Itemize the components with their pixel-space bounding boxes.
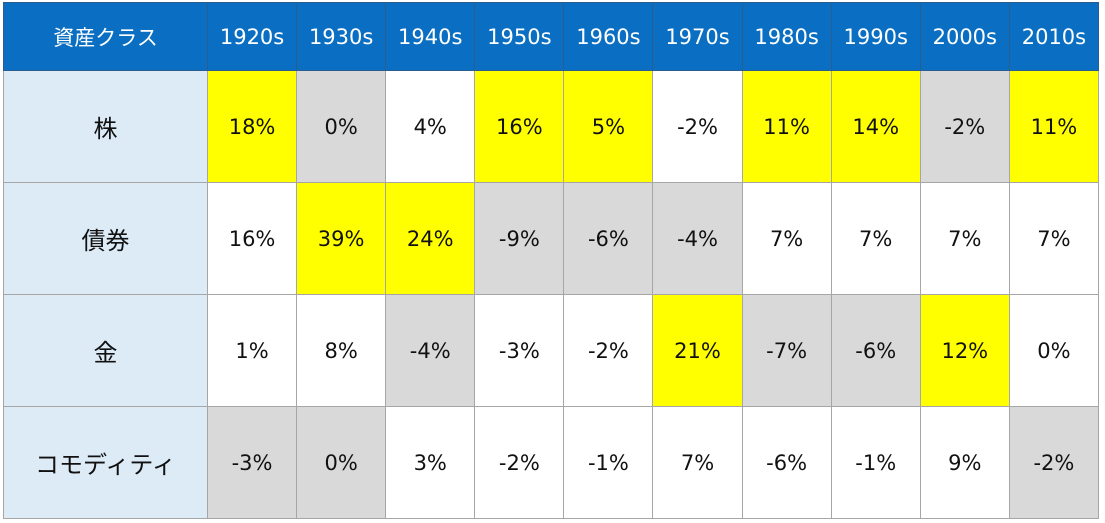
return-cell: 11%: [1008, 70, 1100, 183]
return-cell: 14%: [830, 70, 921, 183]
return-cell: 7%: [1008, 182, 1100, 295]
asset-class: 金: [3, 294, 208, 407]
return-cell: 0%: [1008, 294, 1100, 407]
return-cell: 4%: [385, 70, 476, 183]
return-cell: 9%: [919, 406, 1010, 519]
data-row: 債券 16% 39% 24% -9% -6% -4% 7% 7% 7% 7%: [3, 182, 1100, 295]
return-cell: -2%: [652, 70, 743, 183]
asset-class: コモディティ: [3, 406, 208, 519]
return-cell: 7%: [741, 182, 832, 295]
return-cell: 12%: [919, 294, 1010, 407]
return-cell: 7%: [919, 182, 1010, 295]
return-cell: -7%: [741, 294, 832, 407]
header-row: 資産クラス 1920s 1930s 1940s 1950s 1960s 1970s 1980s…: [3, 2, 1100, 71]
decade-header: 1960s: [563, 2, 654, 71]
table-body: 株 18% 0% 4% 16% 5% -2% 11% 14% -2% 11% 債券 16% 39% 24% -…: [3, 70, 1100, 519]
return-cell: 3%: [385, 406, 476, 519]
return-cell: -2%: [919, 70, 1010, 183]
return-cell: 5%: [563, 70, 654, 183]
asset-class: 債券: [3, 182, 208, 295]
decade-header: 2000s: [919, 2, 1010, 71]
return-cell: 39%: [296, 182, 387, 295]
return-cell: 16%: [474, 70, 565, 183]
return-cell: 8%: [296, 294, 387, 407]
return-cell: 7%: [830, 182, 921, 295]
return-cell: -6%: [830, 294, 921, 407]
asset-class: 株: [3, 70, 208, 183]
return-cell: 21%: [652, 294, 743, 407]
decade-header: 1930s: [296, 2, 387, 71]
data-row: 株 18% 0% 4% 16% 5% -2% 11% 14% -2% 11%: [3, 70, 1100, 183]
data-row: 金 1% 8% -4% -3% -2% 21% -7% -6% 12% 0%: [3, 294, 1100, 407]
decade-header: 1950s: [474, 2, 565, 71]
return-cell: -6%: [741, 406, 832, 519]
return-cell: 16%: [206, 182, 298, 295]
decade-header: 1940s: [385, 2, 476, 71]
return-cell: -1%: [830, 406, 921, 519]
return-cell: -6%: [563, 182, 654, 295]
return-cell: 18%: [206, 70, 298, 183]
decade-header: 1980s: [741, 2, 832, 71]
decade-header: 1970s: [652, 2, 743, 71]
decade-header: 1990s: [830, 2, 921, 71]
return-cell: -9%: [474, 182, 565, 295]
data-row: コモディティ -3% 0% 3% -2% -1% 7% -6% -1% 9% -2%: [3, 406, 1100, 519]
return-cell: 0%: [296, 406, 387, 519]
return-cell: -3%: [206, 406, 298, 519]
return-cell: -4%: [652, 182, 743, 295]
return-cell: 11%: [741, 70, 832, 183]
return-cell: -2%: [563, 294, 654, 407]
asset-table: 資産クラス 1920s 1930s 1940s 1950s 1960s 1970s 1980s…: [3, 2, 1100, 519]
return-cell: -4%: [385, 294, 476, 407]
return-cell: 0%: [296, 70, 387, 183]
decade-header: 2010s: [1008, 2, 1100, 71]
return-cell: 7%: [652, 406, 743, 519]
return-cell: -1%: [563, 406, 654, 519]
header-label: 資産クラス: [3, 2, 208, 71]
return-cell: 24%: [385, 182, 476, 295]
return-cell: -2%: [1008, 406, 1100, 519]
return-cell: -3%: [474, 294, 565, 407]
return-cell: 1%: [206, 294, 298, 407]
return-cell: -2%: [474, 406, 565, 519]
decade-header: 1920s: [206, 2, 298, 71]
